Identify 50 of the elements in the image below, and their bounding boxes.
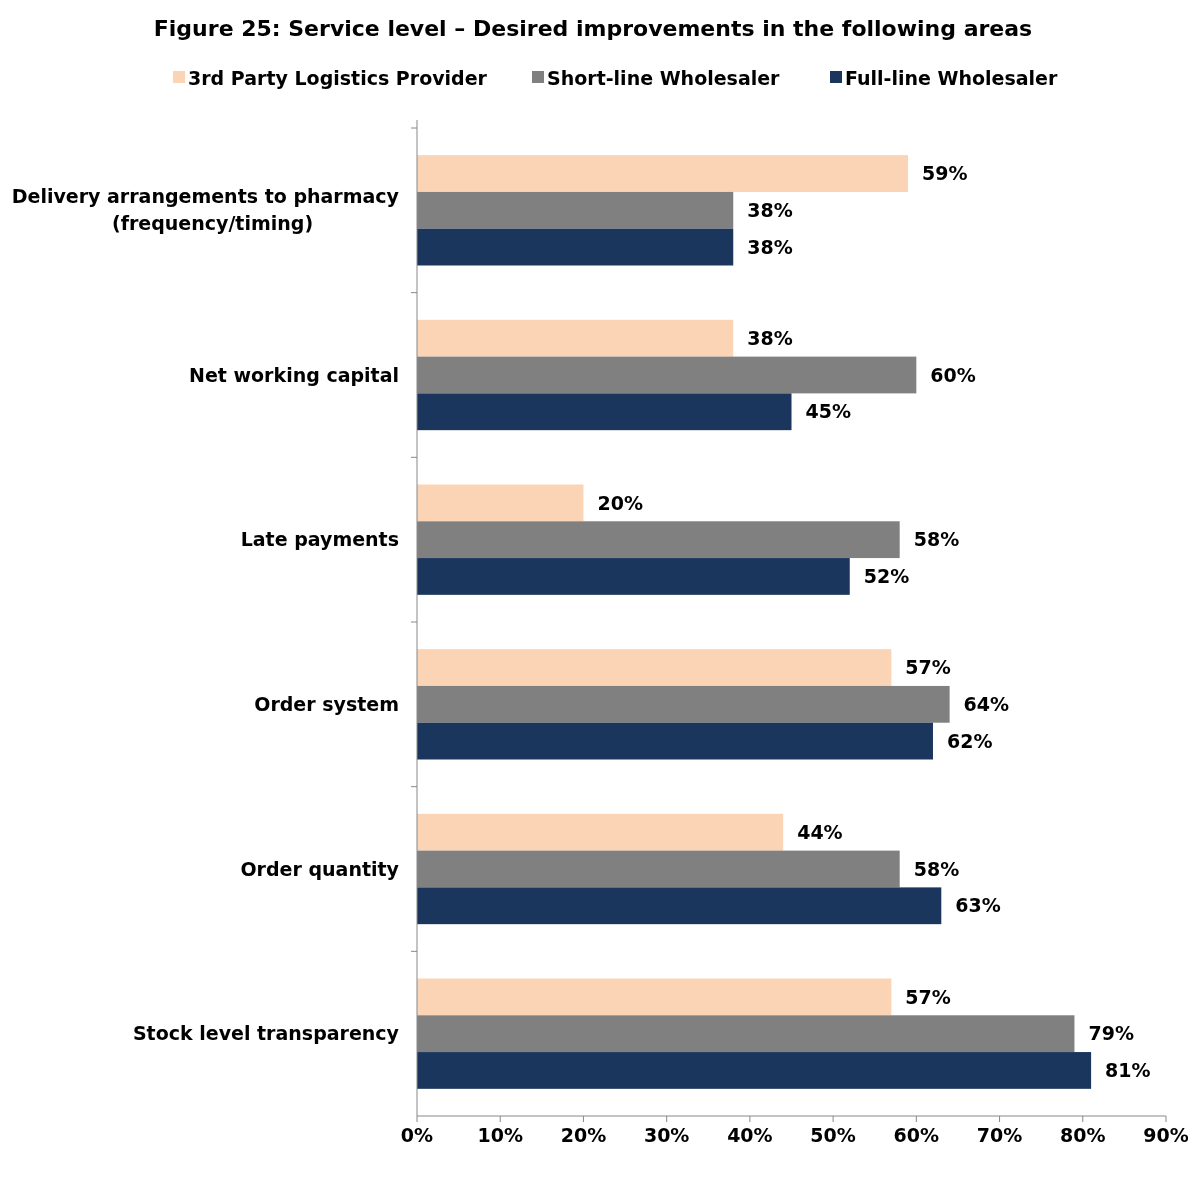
x-tick-label: 10% (477, 1124, 523, 1146)
data-label: 57% (905, 985, 951, 1008)
data-label: 58% (913, 857, 960, 880)
chart-title: Figure 25: Service level – Desired improvements in the following areas (153, 16, 1033, 41)
bar (417, 228, 734, 266)
data-label: 38% (747, 326, 793, 349)
y-tick-label: Late payments (240, 528, 399, 551)
data-label: 52% (863, 565, 910, 588)
data-label: 64% (963, 692, 1010, 715)
x-tick-label: 60% (893, 1124, 940, 1146)
legend-label: Full-line Wholesaler (845, 66, 1058, 89)
data-label: 59% (922, 162, 968, 185)
y-tick-label: Net working capital (189, 363, 399, 386)
y-tick-label: Order system (254, 692, 399, 715)
bar (417, 649, 892, 686)
x-tick-label: 30% (643, 1124, 690, 1146)
data-label: 44% (797, 820, 843, 843)
x-tick-label: 40% (727, 1124, 773, 1146)
legend-label: Short-line Wholesaler (547, 66, 781, 89)
y-tick-label: Stock level transparency (132, 1022, 400, 1045)
data-label: 20% (597, 491, 643, 514)
data-label: 79% (1088, 1022, 1134, 1045)
legend-label: 3rd Party Logistics Provider (188, 66, 488, 89)
x-tick-label: 0% (400, 1124, 434, 1146)
data-label: 62% (946, 729, 993, 752)
x-tick-label: 80% (1060, 1124, 1106, 1146)
bar (417, 1052, 1092, 1089)
bar (417, 722, 933, 760)
data-label: 57% (905, 656, 951, 679)
x-tick-label: 70% (976, 1124, 1023, 1146)
data-label: 60% (930, 363, 976, 386)
bar (417, 978, 892, 1016)
bar (417, 558, 850, 595)
bar (417, 393, 792, 431)
data-label: 58% (913, 528, 960, 551)
data-label: 38% (747, 198, 793, 221)
x-tick-label: 90% (1143, 1124, 1189, 1146)
y-tick-label: Order quantity (240, 857, 400, 880)
bar (417, 319, 734, 357)
bar (417, 155, 909, 192)
bar (417, 484, 584, 522)
y-tick-label: Delivery arrangements to pharmacy (frequency/timing) (11, 185, 400, 235)
x-tick-label: 20% (560, 1124, 607, 1146)
data-label: 81% (1105, 1059, 1151, 1082)
x-tick-label: 50% (810, 1124, 856, 1146)
data-label: 45% (805, 400, 851, 423)
data-label: 63% (955, 894, 1001, 917)
bar (417, 887, 942, 925)
data-label: 38% (747, 235, 793, 258)
bar (417, 813, 784, 851)
